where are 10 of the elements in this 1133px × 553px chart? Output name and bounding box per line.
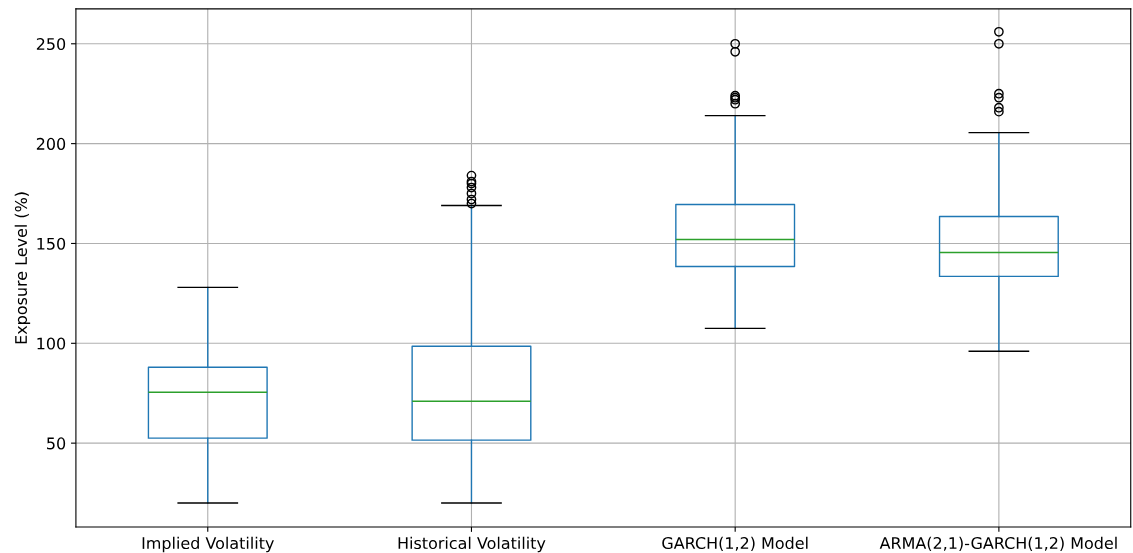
y-axis-title: Exposure Level (%): [14, 192, 31, 344]
y-tick-label: 50: [47, 437, 66, 450]
y-tick-label: 100: [37, 337, 66, 350]
x-tick-label: Historical Volatility: [398, 536, 546, 553]
y-tick-label: 200: [36, 137, 66, 150]
x-tick-label: GARCH(1,2) Model: [662, 536, 808, 551]
y-tick-label: 150: [37, 237, 66, 250]
x-tick-label: ARMA(2,1)-GARCH(1,2) Model: [879, 536, 1117, 551]
x-tick-label: Implied Volatility: [142, 536, 274, 553]
y-tick-label: 250: [36, 38, 66, 51]
